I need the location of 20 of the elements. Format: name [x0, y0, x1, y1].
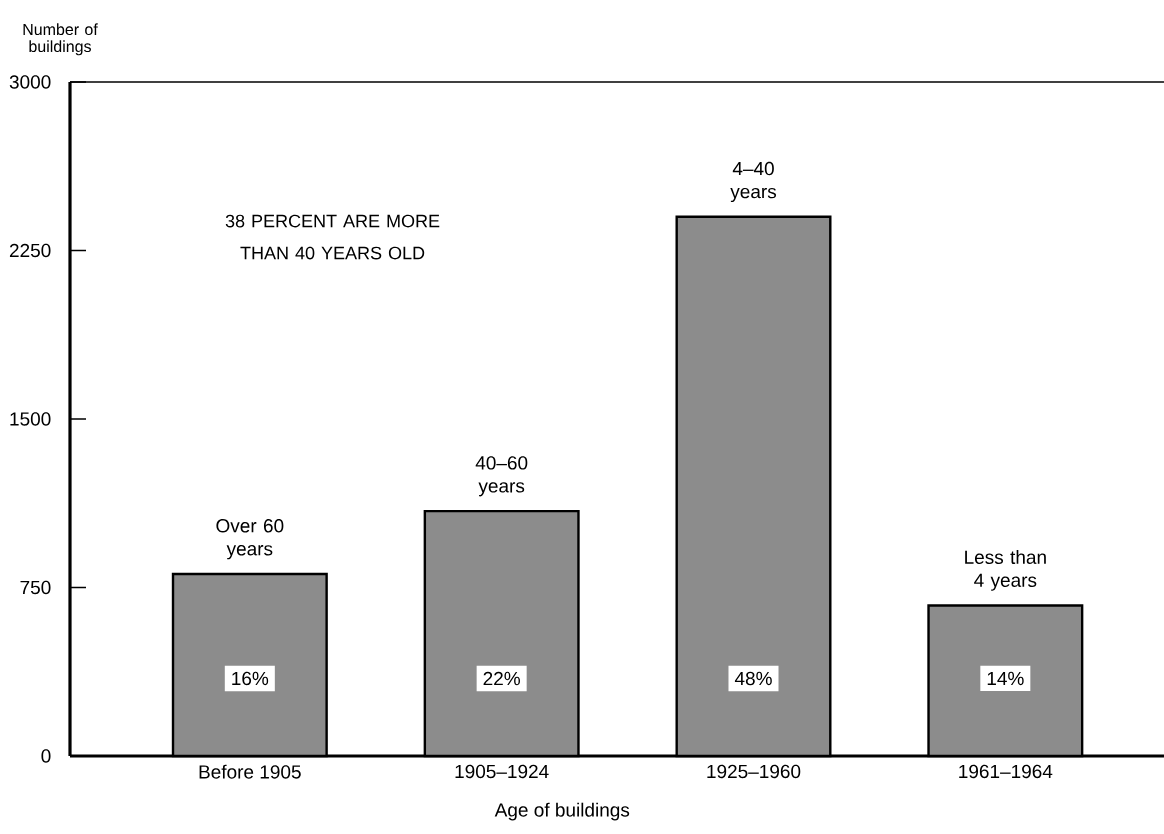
y-tick-label: 2250 [9, 243, 51, 258]
annotation: 40–60 years [475, 456, 528, 497]
x-tick-label: 1905–1924 [455, 764, 549, 779]
annotation: Less than 4 years [965, 550, 1046, 591]
y-tick-label: 0 [41, 749, 51, 763]
x-tick-label: Before 1905 [199, 764, 301, 779]
annotation: 22% [483, 671, 520, 686]
y-tick-label: 750 [20, 580, 51, 595]
y-tick-label: 3000 [9, 75, 51, 89]
annotation: Over 60 years [216, 519, 284, 560]
x-tick-label: 1925–1960 [707, 764, 801, 779]
annotation: 38 PERCENT ARE MORE THAN 40 YEARS OLD [225, 214, 440, 260]
annotation: 4–40 years [730, 161, 777, 203]
x-axis-title: Age of buildings [494, 802, 630, 821]
x-tick-label: 1961–1964 [959, 764, 1053, 779]
y-axis-title: Number of buildings [23, 23, 98, 56]
y-tick-label: 1500 [10, 412, 51, 426]
annotation: 48% [734, 671, 772, 686]
annotation: 14% [987, 671, 1024, 686]
annotation: 16% [232, 671, 269, 686]
